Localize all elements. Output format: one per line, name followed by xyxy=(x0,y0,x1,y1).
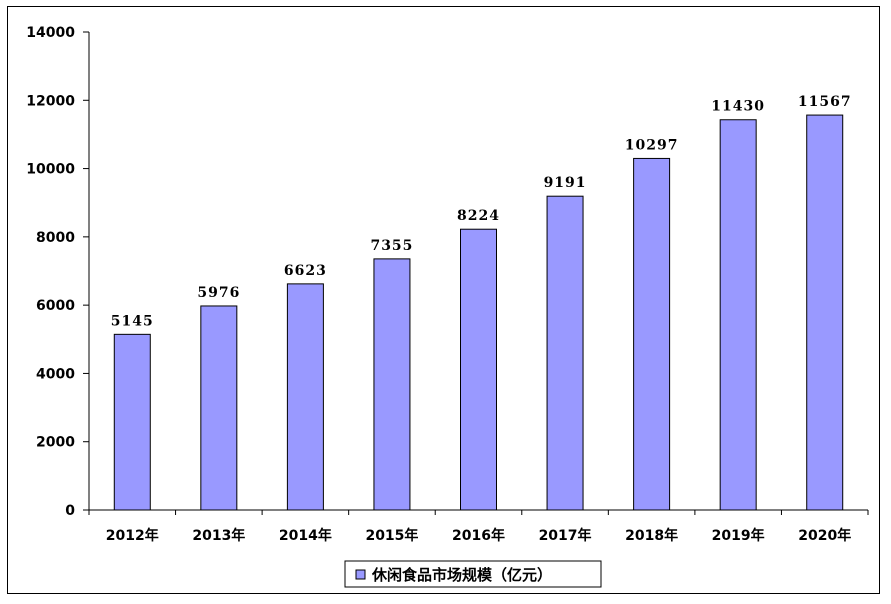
x-tick-label: 2017年 xyxy=(539,527,592,544)
x-tick-label: 2014年 xyxy=(279,527,332,544)
y-tick-label: 10000 xyxy=(26,162,75,178)
x-tick-label: 2016年 xyxy=(452,527,505,544)
data-labels: 5145 5976 6623 7355 8224 9191 10297 11430 11567 xyxy=(111,94,852,329)
bar xyxy=(460,228,497,511)
x-tick-label: 2015年 xyxy=(365,527,418,544)
data-label: 6623 xyxy=(284,263,327,279)
bar xyxy=(806,114,844,511)
y-axis: 0 2000 4000 6000 8000 10000 12000 14000 xyxy=(26,25,90,519)
data-label: 11567 xyxy=(798,94,852,110)
x-tick-label: 2019年 xyxy=(712,527,765,544)
x-tick-label: 2013年 xyxy=(192,527,245,544)
y-tick-label: 14000 xyxy=(26,25,75,41)
data-label: 5976 xyxy=(197,285,240,301)
data-label: 9191 xyxy=(544,175,587,191)
y-tick-label: 2000 xyxy=(36,435,75,451)
x-tick-label: 2018年 xyxy=(625,527,678,544)
data-label: 7355 xyxy=(370,238,413,254)
x-tick-label: 2012年 xyxy=(106,527,159,544)
data-label: 5145 xyxy=(111,313,154,329)
y-tick-label: 0 xyxy=(65,503,75,519)
bar xyxy=(113,333,151,511)
data-label: 8224 xyxy=(457,208,500,224)
bar xyxy=(633,157,671,511)
data-label: 10297 xyxy=(625,137,679,153)
bar xyxy=(200,305,238,511)
bar xyxy=(373,258,411,511)
bar xyxy=(546,195,584,511)
legend-box xyxy=(344,560,602,588)
legend-swatch xyxy=(355,569,366,580)
bars xyxy=(113,114,844,511)
bar xyxy=(719,119,757,511)
y-tick-label: 12000 xyxy=(26,93,75,109)
legend-label: 休闲食品市场规模（亿元） xyxy=(371,566,552,584)
y-tick-label: 4000 xyxy=(36,366,75,382)
y-tick-label: 8000 xyxy=(36,230,75,246)
y-tick-label: 6000 xyxy=(36,298,75,314)
bar xyxy=(286,283,324,511)
x-axis: 2012年 2013年 2014年 2015年 2016年 2017年 2018年 2019年… xyxy=(88,509,869,544)
data-label: 11430 xyxy=(711,99,765,115)
legend: 休闲食品市场规模（亿元） xyxy=(344,560,602,588)
x-tick-label: 2020年 xyxy=(798,527,851,544)
